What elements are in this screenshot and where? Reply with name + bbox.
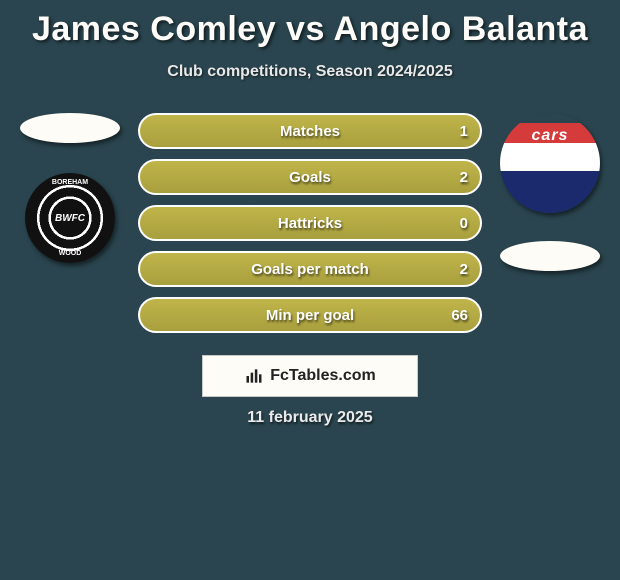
stat-value: 66 [451,297,468,333]
bar-chart-icon [244,366,264,386]
attribution-text: FcTables.com [270,367,376,385]
badge-text-mid: BWFC [25,213,115,224]
stat-bar-fill [138,159,482,195]
stat-bar-fill [138,205,482,241]
stat-value: 0 [460,205,468,241]
stat-row: Goals 2 [138,159,482,195]
right-player-photo: cars [500,113,600,213]
left-club-badge: BOREHAM BWFC WOOD [25,173,115,263]
left-oval-placeholder [20,113,120,143]
stat-row: Goals per match 2 [138,251,482,287]
stat-bar-fill [138,251,482,287]
stat-bar-fill [138,297,482,333]
generation-date: 11 february 2025 [0,409,620,427]
jersey-sponsor-text: cars [500,127,600,145]
right-oval-placeholder [500,241,600,271]
stat-value: 2 [460,251,468,287]
stat-value: 2 [460,159,468,195]
comparison-bars: Matches 1 Goals 2 Hattricks 0 Goals per … [138,113,482,343]
page-subtitle: Club competitions, Season 2024/2025 [0,63,620,81]
stat-bar-fill [138,113,482,149]
stat-value: 1 [460,113,468,149]
left-player-column: BOREHAM BWFC WOOD [10,113,130,263]
badge-text-bottom: WOOD [25,250,115,257]
badge-text-top: BOREHAM [25,179,115,186]
jersey-graphic: cars [500,113,600,213]
right-player-column: cars [490,113,610,271]
stat-row: Hattricks 0 [138,205,482,241]
stat-row: Matches 1 [138,113,482,149]
attribution-badge: FcTables.com [202,355,418,397]
stat-row: Min per goal 66 [138,297,482,333]
boreham-wood-badge-icon: BOREHAM BWFC WOOD [25,173,115,263]
page-title: James Comley vs Angelo Balanta [0,0,620,49]
